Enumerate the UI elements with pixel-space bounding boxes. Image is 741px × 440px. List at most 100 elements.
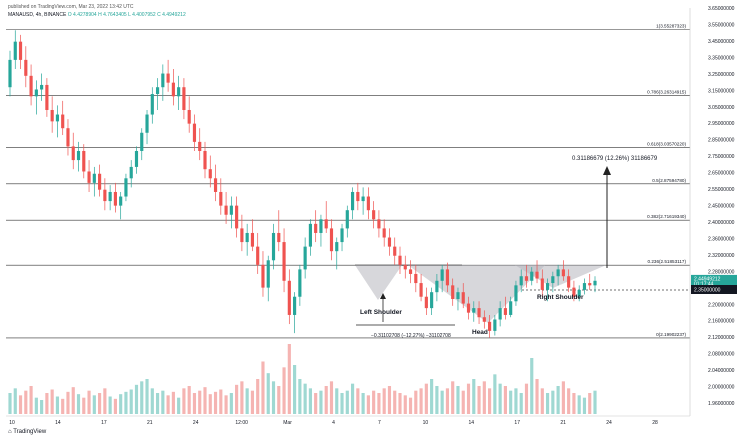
volume-bar [361,393,365,414]
volume-bar [108,396,112,414]
volume-bar [503,386,507,414]
candle-body [182,87,186,110]
price-tick-label: 2.65000000 [708,171,735,177]
candle-body [545,283,550,290]
volume-bar [345,390,349,414]
candle-body [588,283,592,286]
symbol-info: MANAUSD, 4h, BINANCE O 4.4278904 H 4.764… [8,12,186,18]
fib-level-label: 1(3.55287323) [656,24,686,29]
drop-arrow-head [380,293,386,299]
published-note: published on TradingView.com, Mar 23, 20… [8,4,134,10]
candle-body [577,289,581,297]
candle-body [324,219,328,229]
volume-bar [87,390,91,414]
volume-bar [456,386,460,414]
candle-body [50,109,54,122]
volume-bar [461,390,465,414]
volume-bar [514,388,518,414]
candle-body [271,232,276,261]
volume-bar [545,393,550,414]
volume-bar [240,381,244,414]
price-tick-label: 3.55000000 [708,22,735,28]
price-tick-label: 3.15000000 [708,88,735,94]
price-axis[interactable]: 1.96000000 2.00000000 2.04000000 2.08000000… [689,6,737,416]
right-shoulder-shape [515,265,606,288]
candle-body [213,178,218,192]
volume-bar [466,383,471,414]
ohlc-low: L 4.4007952 [128,12,156,18]
volume-bar [319,390,323,414]
volume-bar [387,386,392,414]
candle-body [472,308,476,313]
time-tick-label: 24 [193,420,199,426]
volume-bar [519,393,523,414]
candle-body [540,278,544,290]
target-measure-label: 0.31186679 (12.26%) 31186679 [572,156,658,162]
volume-bar [18,395,23,414]
volume-bar [129,389,133,414]
candle-body [567,276,571,288]
volume-bar [408,397,413,414]
volume-bar [250,390,255,414]
price-tick-label: 2.55000000 [708,187,735,193]
candle-body [414,273,418,284]
time-axis[interactable]: 10 14 17 21 24 12:00 Mar 4 7 10 14 17 21 24 28 [6,415,690,426]
candle-body [398,255,402,265]
candle-body [419,283,423,297]
candle-body [177,87,181,97]
volume-bar [582,397,587,414]
volume-bar [540,388,544,414]
time-tick-label: 21 [147,420,153,426]
volume-bar [177,397,181,414]
support-price-badge [691,285,737,294]
volume-bar [324,386,328,414]
candle-body [456,292,460,300]
volume-bar [298,379,302,414]
volume-bar [493,374,497,414]
time-tick-label: Mar [283,420,292,426]
price-tick-label: 2.45000000 [708,204,735,210]
candle-body [382,228,386,238]
candle-body [61,114,65,129]
candle-body [29,75,33,97]
candle-body [24,59,28,76]
volume-bar [577,395,581,414]
candle-body [155,87,160,95]
volume-bar [8,393,12,414]
candle-body [593,280,597,286]
time-tick-label: 21 [560,420,566,426]
volume-bar [155,393,160,414]
volume-bar [530,358,534,414]
last-price-badge [691,274,737,287]
volume-bar [192,393,197,414]
candle-body [71,146,75,161]
ohlc-close: C 4.4949212 [157,12,186,18]
candle-body [582,283,587,290]
volume-bar [477,386,481,414]
fib-level-label: 0.5(2.87594780) [652,178,686,183]
candle-body [493,319,497,331]
candle-body [319,219,323,233]
price-tick-label: 2.28000000 [708,269,735,275]
candle-body [482,317,486,322]
candle-body [377,219,381,229]
candle-body [524,276,529,281]
price-tick-label: 1.96000000 [708,401,735,407]
price-tick-label: 2.20000000 [708,302,735,308]
volume-bar [572,393,576,414]
price-tick-label: 2.32000000 [708,253,735,259]
fib-level-label: 0.382(2.71619340) [647,214,686,219]
candle-body [393,246,397,256]
candlesticks [8,30,597,338]
candle-body [98,173,102,190]
candle-body [372,210,376,220]
volume-bar [29,386,33,414]
candle-body [245,232,249,243]
volume-bar [119,394,123,414]
candle-body [256,246,260,265]
volume-bar [40,400,44,414]
candle-body [366,196,370,211]
volume-bar [308,388,312,414]
candle-body [519,276,523,286]
